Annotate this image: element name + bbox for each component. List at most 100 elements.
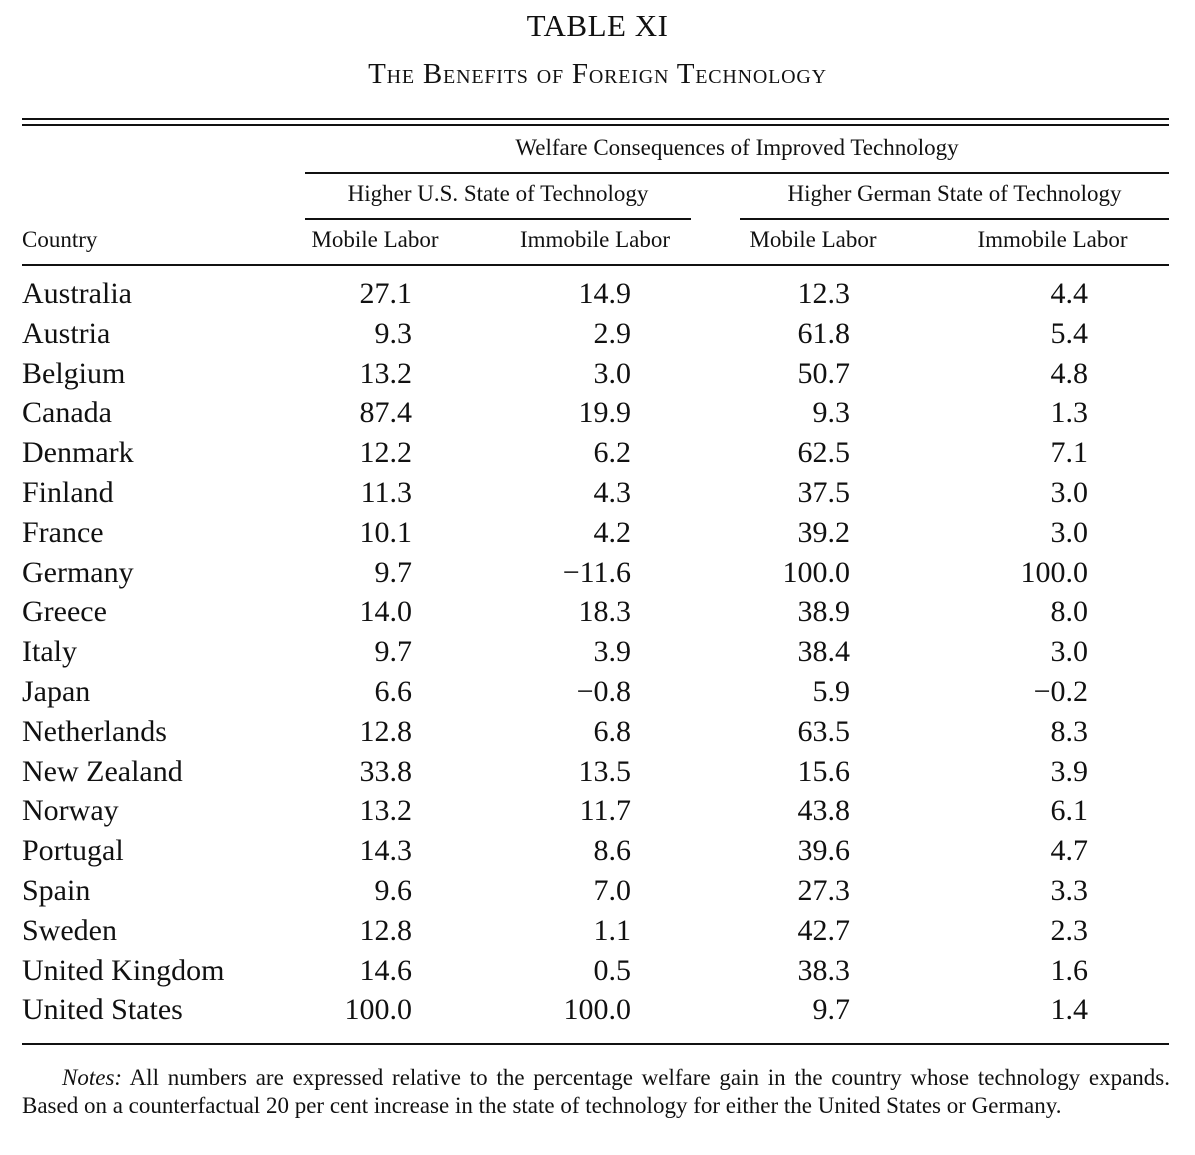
table-cell-us-mobile: 14.0	[359, 595, 413, 628]
table-cell-de-immobile: 8.3	[1050, 715, 1089, 748]
table-cell-de-mobile: 9.7	[812, 993, 851, 1026]
table-cell-de-mobile: 39.6	[797, 834, 851, 867]
table-row-country: Spain	[22, 874, 91, 907]
spanner-header: Welfare Consequences of Improved Technol…	[515, 135, 959, 160]
table-cell-de-mobile: 27.3	[797, 874, 851, 907]
table-cell-us-immobile: 14.9	[578, 277, 632, 310]
table-cell-de-mobile: 15.6	[797, 755, 851, 788]
table-cell-de-immobile: 4.8	[1050, 357, 1089, 390]
column-header-country: Country	[22, 227, 98, 252]
table-cell-de-mobile: 39.2	[797, 516, 851, 549]
table-cell-us-immobile: 0.5	[593, 954, 632, 987]
table-cell-de-mobile: 100.0	[782, 556, 851, 589]
table-cell-us-mobile: 10.1	[359, 516, 413, 549]
table-cell-de-immobile: −0.2	[1033, 675, 1088, 708]
group-header-us: Higher U.S. State of Technology	[347, 181, 649, 206]
table-cell-us-mobile: 12.8	[359, 914, 413, 947]
table-cell-de-immobile: 6.1	[1050, 794, 1089, 827]
table-cell-de-mobile: 61.8	[797, 317, 851, 350]
table-cell-de-mobile: 43.8	[797, 794, 851, 827]
notes-text: All numbers are expressed relative to th…	[22, 1065, 1170, 1118]
table-cell-us-mobile: 9.7	[374, 635, 413, 668]
table-cell-de-mobile: 5.9	[812, 675, 851, 708]
column-header-de-mobile: Mobile Labor	[749, 227, 877, 252]
table-cell-de-mobile: 42.7	[797, 914, 851, 947]
table-cell-de-mobile: 63.5	[797, 715, 851, 748]
table-cell-us-immobile: −11.6	[562, 556, 631, 589]
column-header-us-mobile: Mobile Labor	[311, 227, 439, 252]
table-cell-de-immobile: 1.4	[1050, 993, 1089, 1026]
table-cell-de-immobile: 3.3	[1050, 874, 1089, 907]
table-cell-us-immobile: 13.5	[578, 755, 632, 788]
table-cell-us-immobile: 2.9	[593, 317, 632, 350]
table-cell-us-immobile: 6.8	[593, 715, 632, 748]
table-cell-us-mobile: 13.2	[359, 794, 413, 827]
table-cell-de-immobile: 3.0	[1050, 476, 1089, 509]
header-bottom-rule	[22, 264, 1169, 266]
table-cell-de-mobile: 62.5	[797, 436, 851, 469]
table-cell-us-mobile: 12.2	[359, 436, 413, 469]
table-cell-us-mobile: 27.1	[359, 277, 413, 310]
table-row-country: Austria	[22, 317, 111, 350]
bottom-rule	[22, 1043, 1169, 1045]
table-title: TABLE XI	[526, 8, 669, 43]
column-header-us-immobile: Immobile Labor	[519, 227, 671, 252]
table-cell-us-immobile: 11.7	[579, 794, 631, 827]
group-rule-us	[305, 218, 691, 220]
table-row-country: Netherlands	[22, 715, 167, 748]
table-notes: Notes: All numbers are expressed relativ…	[22, 1064, 1170, 1120]
table-row-country: Portugal	[22, 834, 124, 867]
spanner-rule	[305, 172, 1169, 174]
table-row-country: Denmark	[22, 436, 134, 469]
table-cell-de-mobile: 38.4	[797, 635, 851, 668]
table-cell-de-immobile: 2.3	[1050, 914, 1089, 947]
table-cell-de-immobile: 1.6	[1050, 954, 1089, 987]
table-cell-de-immobile: 4.7	[1050, 834, 1089, 867]
table-cell-us-mobile: 100.0	[344, 993, 413, 1026]
table-cell-us-immobile: 18.3	[578, 595, 632, 628]
table-cell-de-immobile: 7.1	[1050, 436, 1089, 469]
table-cell-us-immobile: −0.8	[576, 675, 631, 708]
table-cell-de-mobile: 37.5	[797, 476, 851, 509]
table-row-country: Greece	[22, 595, 107, 628]
column-header-de-immobile: Immobile Labor	[977, 227, 1128, 252]
table-row-country: Japan	[22, 675, 91, 708]
table-cell-us-mobile: 14.6	[359, 954, 413, 987]
table-cell-us-immobile: 6.2	[593, 436, 632, 469]
table-row-country: Norway	[22, 794, 119, 827]
table-cell-de-immobile: 100.0	[1020, 556, 1089, 589]
table-row-country: Belgium	[22, 357, 126, 390]
table-cell-us-immobile: 3.9	[593, 635, 632, 668]
table-cell-us-mobile: 9.7	[374, 556, 413, 589]
table-cell-de-immobile: 4.4	[1050, 277, 1089, 310]
group-header-germany: Higher German State of Technology	[787, 181, 1122, 206]
table-cell-de-immobile: 8.0	[1050, 595, 1089, 628]
table-row-country: Italy	[22, 635, 77, 668]
table-cell-us-immobile: 3.0	[593, 357, 632, 390]
table-cell-us-immobile: 1.1	[593, 914, 632, 947]
table-cell-us-mobile: 33.8	[359, 755, 413, 788]
table-cell-us-mobile: 87.4	[359, 396, 413, 429]
table-subtitle: The Benefits of Foreign Technology	[368, 58, 827, 90]
table-cell-us-immobile: 19.9	[578, 396, 632, 429]
table-row-country: Canada	[22, 396, 112, 429]
table-cell-us-immobile: 4.2	[593, 516, 632, 549]
table-cell-de-mobile: 38.9	[797, 595, 851, 628]
notes-label: Notes:	[62, 1065, 123, 1090]
group-rule-germany	[740, 218, 1169, 220]
table-cell-de-immobile: 3.0	[1050, 516, 1089, 549]
table-row-country: Finland	[22, 476, 114, 509]
table-cell-de-immobile: 1.3	[1050, 396, 1089, 429]
table-cell-us-mobile: 9.6	[374, 874, 413, 907]
table-cell-us-mobile: 11.3	[360, 476, 412, 509]
table-cell-us-immobile: 7.0	[593, 874, 632, 907]
table-cell-us-mobile: 12.8	[359, 715, 413, 748]
table-cell-us-immobile: 4.3	[593, 476, 632, 509]
table-cell-de-mobile: 38.3	[797, 954, 851, 987]
table-cell-us-mobile: 14.3	[359, 834, 413, 867]
table-cell-de-immobile: 5.4	[1050, 317, 1089, 350]
table-cell-us-immobile: 8.6	[593, 834, 632, 867]
table-row-country: France	[22, 516, 104, 549]
table-cell-de-mobile: 9.3	[812, 396, 851, 429]
table-cell-de-immobile: 3.0	[1050, 635, 1089, 668]
